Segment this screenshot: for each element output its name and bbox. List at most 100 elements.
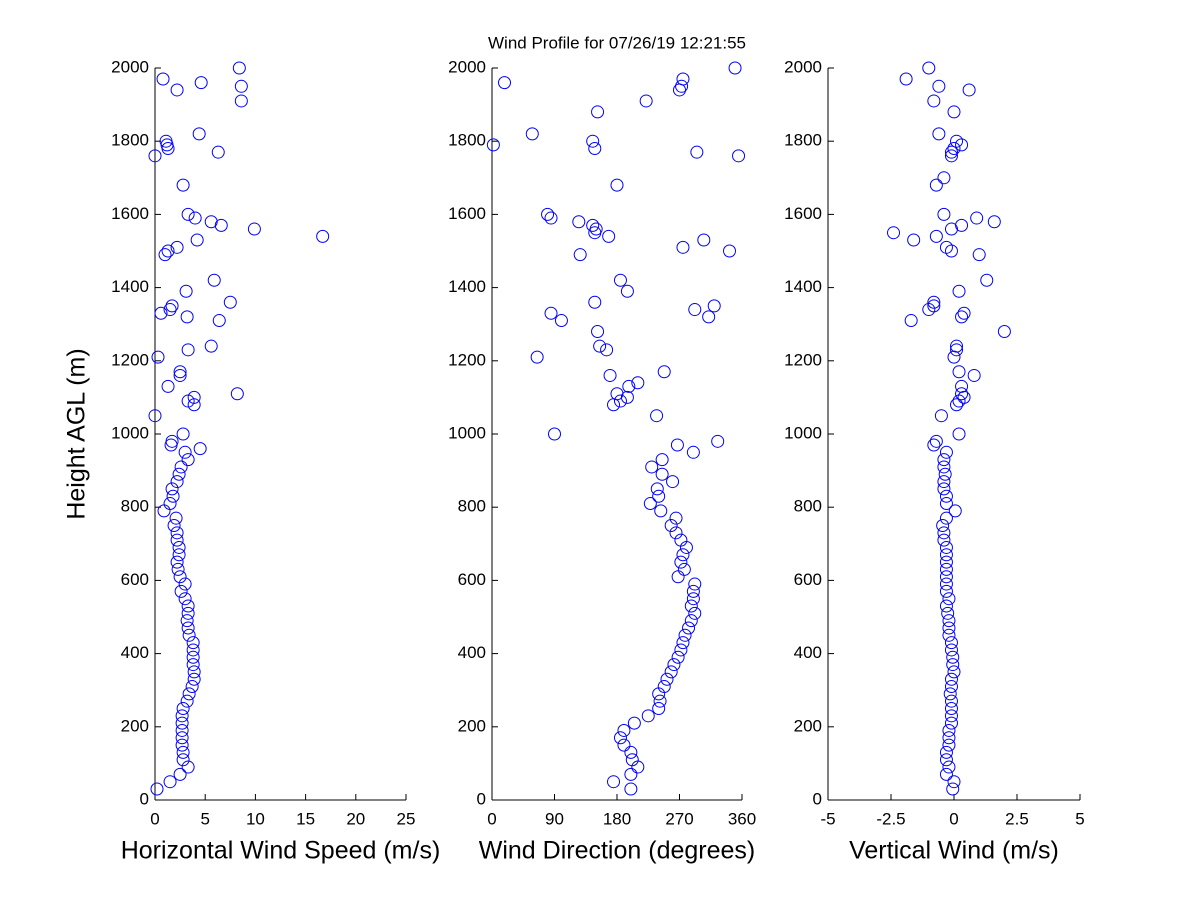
y-tick-label: 1400	[784, 277, 822, 296]
point	[676, 72, 690, 86]
x-tick-label: 0	[949, 809, 958, 828]
point	[588, 295, 602, 309]
point	[613, 731, 627, 745]
point	[942, 628, 956, 642]
point	[182, 687, 196, 701]
point	[962, 83, 976, 97]
point	[955, 218, 969, 232]
point	[952, 427, 966, 441]
point	[167, 519, 181, 532]
point	[686, 584, 700, 598]
point	[937, 171, 951, 185]
point	[607, 775, 621, 789]
point	[942, 621, 956, 635]
point	[173, 365, 187, 379]
point	[175, 716, 189, 730]
point	[176, 178, 190, 192]
point	[947, 105, 961, 119]
y-tick-label: 1400	[111, 277, 149, 296]
point	[686, 592, 700, 606]
point	[170, 555, 184, 569]
y-tick-label: 1600	[111, 204, 149, 223]
point	[929, 434, 943, 448]
point	[176, 753, 190, 767]
point	[955, 310, 969, 324]
point	[645, 460, 659, 474]
point	[676, 636, 690, 650]
point	[929, 178, 943, 192]
point	[610, 387, 624, 401]
point	[652, 489, 666, 503]
point	[684, 599, 698, 613]
point	[946, 782, 960, 796]
x-axis-label: Vertical Wind (m/s)	[849, 837, 1059, 865]
point	[939, 753, 953, 767]
point	[631, 376, 645, 390]
point	[176, 745, 190, 759]
point	[194, 76, 208, 90]
point	[530, 350, 544, 364]
point	[937, 453, 951, 467]
point	[624, 745, 638, 759]
point	[161, 244, 175, 258]
point	[180, 310, 194, 324]
y-tick-label: 1400	[448, 277, 486, 296]
point	[674, 533, 688, 547]
point	[939, 555, 953, 569]
point	[937, 533, 951, 547]
point	[179, 284, 193, 298]
point	[942, 760, 956, 774]
point	[944, 149, 958, 163]
point	[934, 409, 948, 423]
point	[728, 61, 742, 75]
point	[939, 511, 953, 525]
point	[702, 310, 716, 324]
point	[676, 240, 690, 254]
point	[204, 339, 218, 353]
point	[316, 229, 330, 243]
point	[193, 442, 207, 456]
point	[180, 614, 194, 628]
point	[165, 434, 179, 448]
x-tick-label: 270	[665, 809, 693, 828]
point	[187, 390, 201, 404]
point	[204, 215, 218, 229]
y-tick-label: 1800	[784, 131, 822, 150]
point	[667, 658, 681, 672]
point	[176, 702, 190, 715]
point	[172, 548, 186, 562]
y-tick-label: 600	[121, 570, 149, 589]
point	[234, 79, 248, 93]
point	[939, 584, 953, 598]
point	[932, 79, 946, 93]
x-tick-label: 25	[397, 809, 416, 828]
x-tick-label: 15	[296, 809, 315, 828]
point	[682, 621, 696, 635]
point	[170, 240, 184, 254]
point	[653, 694, 667, 708]
y-tick-label: 1200	[111, 350, 149, 369]
point	[174, 584, 188, 598]
x-tick-label: 20	[346, 809, 365, 828]
y-tick-label: 1000	[448, 423, 486, 442]
point	[711, 434, 725, 448]
point	[650, 409, 664, 423]
point	[907, 233, 921, 247]
point	[247, 222, 261, 236]
point	[944, 716, 958, 730]
point	[684, 614, 698, 628]
point	[669, 526, 683, 540]
y-tick-label: 0	[477, 789, 486, 808]
point	[181, 606, 195, 620]
point	[674, 555, 688, 569]
point	[942, 731, 956, 745]
point	[178, 577, 192, 591]
point	[660, 672, 674, 686]
point	[654, 504, 668, 518]
point	[948, 504, 962, 518]
point	[617, 738, 631, 752]
x-tick-label: 90	[545, 809, 564, 828]
point	[178, 445, 192, 459]
point	[186, 643, 200, 657]
